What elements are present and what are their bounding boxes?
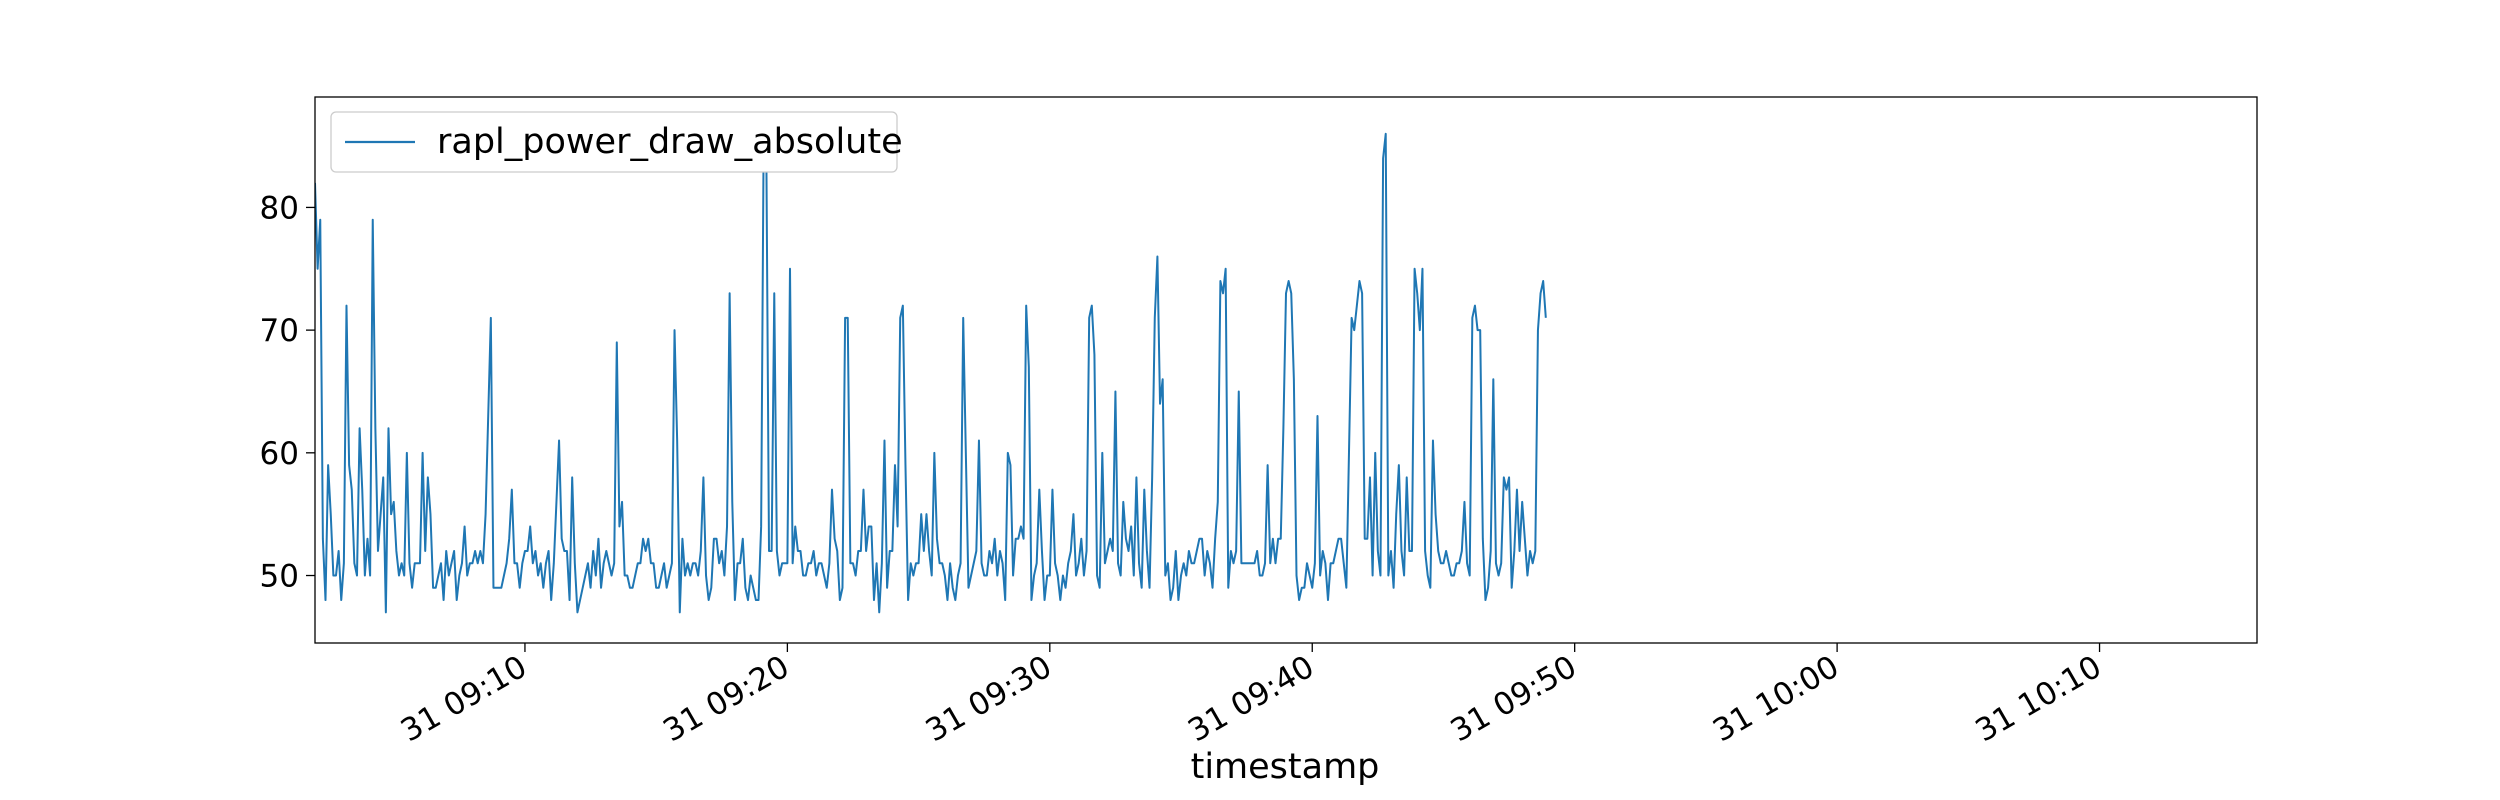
x-tick-label: 31 10:10 [1969, 649, 2107, 749]
legend: rapl_power_draw_absolute [330, 111, 903, 173]
legend-box [330, 111, 898, 173]
x-tick-label: 31 10:00 [1707, 649, 1845, 749]
series-line-0 [315, 120, 1547, 614]
x-tick-label: 31 09:10 [395, 649, 533, 749]
x-tick-label: 31 09:40 [1182, 649, 1320, 749]
x-tick-label: 31 09:50 [1445, 649, 1583, 749]
y-tick-label: 80 [260, 190, 299, 226]
plot-frame [314, 96, 2258, 644]
x-tick-label: 31 09:20 [657, 649, 795, 749]
y-axis-ticks: 50 60 70 80 [260, 190, 315, 595]
y-tick-label: 60 [260, 436, 299, 472]
y-tick-label: 50 [260, 559, 299, 595]
x-axis-title: timestamp [1191, 747, 1380, 787]
y-tick-label: 70 [260, 313, 299, 349]
x-axis-ticks: 31 09:10 31 09:20 31 09:30 31 09:40 31 09:50… [395, 643, 2108, 749]
series-layer [315, 120, 1547, 614]
x-tick-label: 31 09:30 [920, 649, 1058, 749]
legend-label: rapl_power_draw_absolute [437, 122, 903, 162]
